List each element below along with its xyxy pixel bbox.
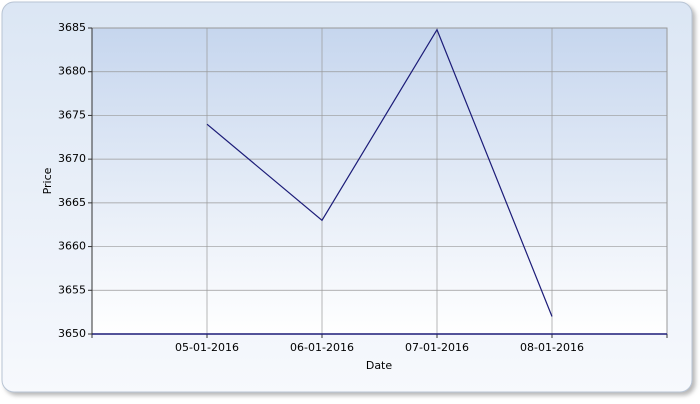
y-tick-label: 3680: [58, 65, 86, 78]
y-axis-label: Price: [41, 167, 54, 194]
line-series: [206, 28, 553, 317]
y-tick-label: 3675: [58, 108, 86, 121]
y-tick-label: 3650: [58, 327, 86, 340]
y-tick-label: 3670: [58, 152, 86, 165]
x-tick-label: 05-01-2016: [175, 341, 239, 354]
y-tick-label: 3655: [58, 283, 86, 296]
y-tick-label: 3660: [58, 240, 86, 253]
y-tick-label: 3665: [58, 196, 86, 209]
y-tick-label: 3685: [58, 21, 86, 34]
plot-area: [91, 27, 668, 335]
x-tick-label: 08-01-2016: [520, 341, 584, 354]
x-axis-label: Date: [366, 359, 393, 372]
x-tick-label: 07-01-2016: [405, 341, 469, 354]
x-tick-label: 06-01-2016: [290, 341, 354, 354]
